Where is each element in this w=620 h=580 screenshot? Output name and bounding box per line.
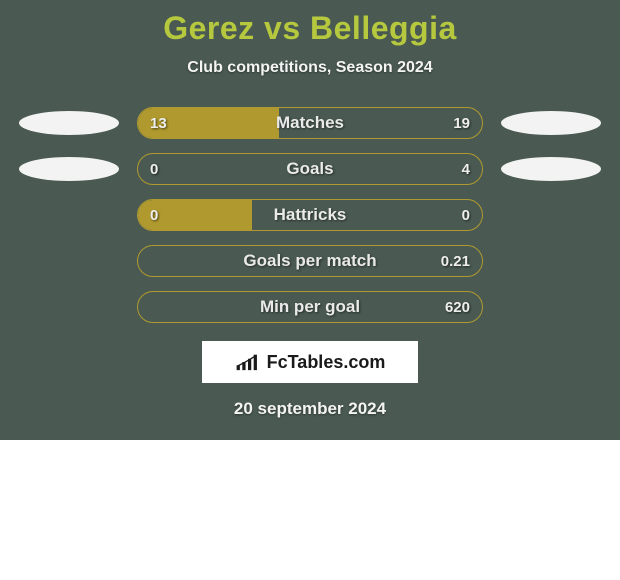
- ellipse-placeholder: [19, 203, 119, 227]
- stat-row: Matches1319: [0, 107, 620, 139]
- stat-bar-track: Min per goal620: [137, 291, 483, 323]
- stat-value-right: 4: [462, 154, 470, 184]
- stat-value-right: 0: [462, 200, 470, 230]
- ellipse-placeholder: [19, 295, 119, 319]
- player1-ellipse: [19, 111, 119, 135]
- player2-ellipse: [501, 111, 601, 135]
- comparison-panel: Gerez vs Belleggia Club competitions, Se…: [0, 0, 620, 440]
- stat-row: Goals per match0.21: [0, 245, 620, 277]
- stat-value-right: 620: [445, 292, 470, 322]
- stat-row: Hattricks00: [0, 199, 620, 231]
- stat-label: Goals per match: [138, 246, 482, 276]
- page-title: Gerez vs Belleggia: [0, 0, 620, 47]
- stat-bar-track: Goals per match0.21: [137, 245, 483, 277]
- stat-value-right: 0.21: [441, 246, 470, 276]
- player2-ellipse: [501, 157, 601, 181]
- stat-bar-fill: [138, 108, 279, 138]
- stat-bar-track: Goals0 4: [137, 153, 483, 185]
- logo-text: FcTables.com: [267, 352, 386, 373]
- ellipse-placeholder: [501, 249, 601, 273]
- stat-label: Min per goal: [138, 292, 482, 322]
- stat-bar-track: Matches1319: [137, 107, 483, 139]
- bars-logo-icon: [235, 351, 261, 373]
- ellipse-placeholder: [19, 249, 119, 273]
- stat-value-right: 19: [453, 108, 470, 138]
- stat-bar-fill: [138, 200, 252, 230]
- stat-row: Goals0 4: [0, 153, 620, 185]
- date: 20 september 2024: [0, 399, 620, 419]
- stat-value-left: 0: [150, 154, 158, 184]
- stat-row: Min per goal620: [0, 291, 620, 323]
- stat-label: Goals: [138, 154, 482, 184]
- subtitle: Club competitions, Season 2024: [0, 59, 620, 77]
- ellipse-placeholder: [501, 295, 601, 319]
- logo-box: FcTables.com: [202, 341, 418, 383]
- ellipse-placeholder: [501, 203, 601, 227]
- player1-ellipse: [19, 157, 119, 181]
- stat-rows: Matches1319Goals04Hattricks00Goals per m…: [0, 107, 620, 323]
- stat-bar-track: Hattricks00: [137, 199, 483, 231]
